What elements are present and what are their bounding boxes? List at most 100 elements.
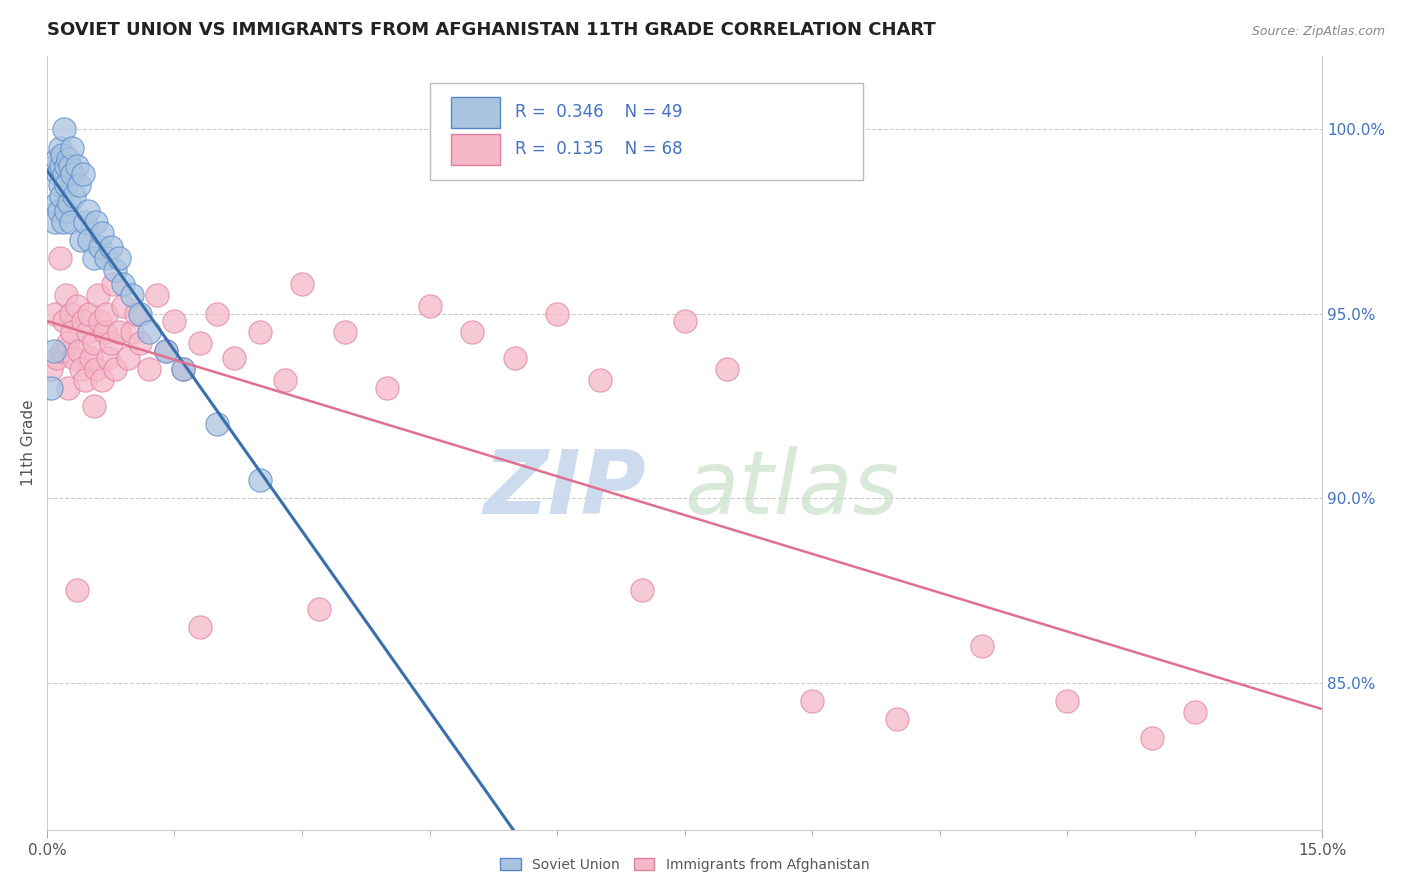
Point (83, 252, 105, 266)
Point (96, 252, 118, 266)
Point (39, 380, 62, 394)
Point (461, 325, 484, 339)
Point (72, 314, 94, 328)
Point (205, 307, 228, 321)
Point (83, 336, 105, 351)
Legend: Soviet Union, Immigrants from Afghanistan: Soviet Union, Immigrants from Afghanista… (495, 852, 875, 878)
Point (108, 325, 131, 339)
Point (76, 325, 98, 339)
Point (97, 351, 120, 365)
Bar (451, 96, 499, 128)
Point (172, 362, 194, 376)
Point (129, 336, 152, 351)
Point (155, 343, 177, 358)
Y-axis label: 11th Grade: 11th Grade (21, 400, 35, 486)
Point (205, 417, 228, 432)
Point (51, 148, 73, 162)
Point (62, 167, 84, 181)
Point (55, 288, 77, 302)
Text: Source: ZipAtlas.com: Source: ZipAtlas.com (1251, 25, 1385, 38)
Point (172, 362, 194, 376)
Point (138, 325, 160, 339)
Point (80, 351, 103, 365)
Point (96, 307, 118, 321)
Point (716, 362, 738, 376)
Point (42, 343, 65, 358)
Point (89, 314, 111, 328)
Point (87, 288, 110, 302)
Point (48, 252, 70, 266)
Point (59, 307, 82, 321)
Point (59, 159, 82, 173)
Point (58, 152, 80, 166)
Point (63, 188, 86, 202)
Point (121, 325, 143, 339)
Point (58, 196, 80, 211)
Point (39, 362, 62, 376)
Point (51, 343, 73, 358)
Point (249, 473, 271, 487)
Point (46, 351, 69, 365)
Point (75, 373, 97, 387)
Point (129, 307, 152, 321)
Point (117, 351, 139, 365)
Point (49, 159, 72, 173)
Point (1184, 705, 1206, 719)
Point (155, 343, 177, 358)
Point (44, 159, 66, 173)
Point (58, 380, 80, 394)
Point (503, 351, 526, 365)
Point (83, 399, 105, 413)
Point (801, 694, 824, 708)
Point (375, 380, 398, 394)
Point (546, 307, 568, 321)
Point (291, 277, 314, 292)
Point (84, 214, 107, 228)
Point (100, 240, 122, 254)
Point (52, 122, 75, 136)
Point (673, 314, 696, 328)
Point (62, 325, 84, 339)
Point (1142, 731, 1164, 745)
Point (104, 362, 127, 376)
Point (188, 336, 211, 351)
Point (75, 214, 97, 228)
Text: R =  0.346    N = 49: R = 0.346 N = 49 (515, 103, 682, 121)
Point (121, 288, 143, 302)
Point (72, 167, 94, 181)
Point (46, 196, 69, 211)
Point (274, 373, 297, 387)
Point (79, 307, 101, 321)
Point (886, 713, 908, 727)
Point (419, 300, 441, 314)
Bar (451, 134, 499, 165)
Point (62, 141, 84, 155)
Point (46, 152, 69, 166)
Point (146, 288, 169, 302)
Point (44, 307, 66, 321)
Point (59, 214, 82, 228)
Point (66, 159, 89, 173)
Point (48, 203, 70, 218)
Point (51, 188, 73, 202)
Point (125, 307, 148, 321)
Point (138, 362, 160, 376)
Point (70, 233, 93, 247)
Point (52, 167, 75, 181)
Point (48, 178, 70, 192)
Point (66, 583, 89, 598)
Point (66, 300, 89, 314)
Point (333, 325, 356, 339)
Point (76, 203, 98, 218)
Point (163, 314, 186, 328)
Point (89, 240, 111, 254)
Point (91, 373, 114, 387)
Text: R =  0.135    N = 68: R = 0.135 N = 68 (515, 140, 683, 159)
Point (48, 141, 70, 155)
Text: SOVIET UNION VS IMMIGRANTS FROM AFGHANISTAN 11TH GRADE CORRELATION CHART: SOVIET UNION VS IMMIGRANTS FROM AFGHANIS… (46, 21, 936, 39)
Point (52, 214, 75, 228)
FancyBboxPatch shape (430, 83, 863, 179)
Point (631, 583, 654, 598)
Point (67, 178, 90, 192)
Point (55, 203, 77, 218)
